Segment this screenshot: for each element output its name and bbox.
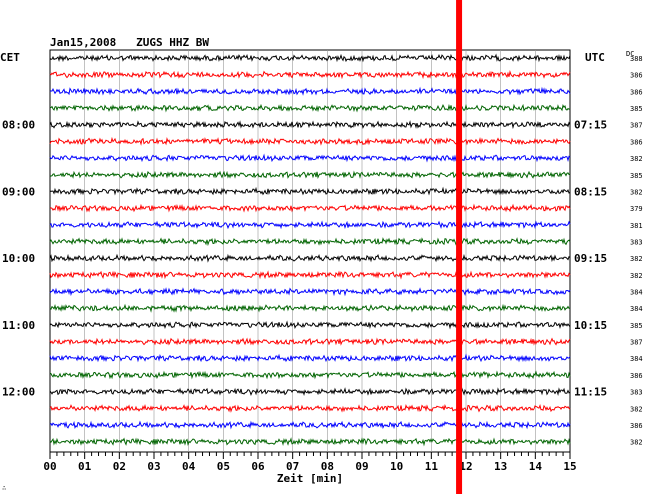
trace-row <box>49 437 571 447</box>
dc-value: 383 <box>630 238 643 246</box>
x-axis: 00 01 02 03 04 05 06 07 08 09 10 11 12 13 14 15 <box>43 452 577 473</box>
trace-row <box>49 170 571 179</box>
corner-mark: ∴ <box>2 484 6 492</box>
x-tick-label: 05 <box>217 460 230 473</box>
x-tick-label: 10 <box>390 460 403 473</box>
trace-row <box>49 86 571 96</box>
trace-row <box>49 320 571 330</box>
trace-row <box>49 337 571 346</box>
x-tick-label: 08 <box>321 460 334 473</box>
dc-value: 384 <box>630 305 643 313</box>
x-tick-label: 00 <box>43 460 56 473</box>
dc-value: 379 <box>630 205 643 213</box>
trace-row <box>49 237 571 247</box>
plot-frame <box>49 49 571 453</box>
dc-value: 382 <box>630 155 643 163</box>
labels: 08:00 09:00 10:00 11:00 12:00 07:15 08:15 09:15… <box>2 55 643 447</box>
dc-value: 384 <box>630 289 643 297</box>
dc-value: 383 <box>630 389 643 397</box>
left-time-label: 12:00 <box>2 386 35 399</box>
x-tick-label: 11 <box>425 460 439 473</box>
trace-row <box>49 153 571 163</box>
trace-row <box>49 403 571 413</box>
trace-row <box>49 103 571 113</box>
x-axis-label: Zeit [min] <box>277 472 343 485</box>
trace-row <box>49 270 571 280</box>
right-time-label: 09:15 <box>574 252 607 265</box>
dc-value: 388 <box>630 55 643 63</box>
trace-row <box>49 120 571 130</box>
dc-value: 382 <box>630 272 643 280</box>
dc-value: 381 <box>630 222 643 230</box>
chart-title: Jan15,2008 ZUGS HHZ BW <box>50 36 209 49</box>
dc-value: 386 <box>630 422 643 430</box>
dc-value: 387 <box>630 339 643 347</box>
dc-value: 386 <box>630 138 643 146</box>
x-tick-label: 06 <box>251 460 265 473</box>
left-time-label: 11:00 <box>2 319 35 332</box>
grid <box>49 49 571 453</box>
dc-value: 386 <box>630 88 643 96</box>
right-time-label: 10:15 <box>574 319 607 332</box>
trace-row <box>49 303 571 313</box>
trace-row <box>49 353 571 363</box>
dc-value: 386 <box>630 72 643 80</box>
trace-row <box>49 287 571 297</box>
dc-value: 385 <box>630 105 643 113</box>
dc-value: 384 <box>630 355 643 363</box>
x-tick-label: 09 <box>355 460 368 473</box>
right-time-label: 08:15 <box>574 185 607 198</box>
trace-row <box>49 203 571 213</box>
traces <box>49 53 571 447</box>
trace-row <box>49 253 571 263</box>
trace-row <box>49 186 571 196</box>
x-tick-label: 13 <box>494 460 507 473</box>
left-time-label: 10:00 <box>2 252 35 265</box>
dc-value: 382 <box>630 188 643 196</box>
x-tick-label: 03 <box>147 460 160 473</box>
left-time-label: 08:00 <box>2 119 35 132</box>
x-tick-label: 14 <box>529 460 543 473</box>
left-time-label: 09:00 <box>2 185 35 198</box>
dc-value: 382 <box>630 439 643 447</box>
dc-value: 385 <box>630 322 643 330</box>
x-tick-label: 02 <box>113 460 126 473</box>
trace-row <box>49 70 571 80</box>
trace-row <box>49 370 571 380</box>
x-tick-label: 07 <box>286 460 299 473</box>
right-timezone-label: UTC <box>585 51 605 64</box>
right-time-label: 11:15 <box>574 386 607 399</box>
x-tick-label: 04 <box>182 460 196 473</box>
x-tick-label: 01 <box>78 460 92 473</box>
trace-row <box>49 420 571 430</box>
trace-row <box>49 387 571 397</box>
x-tick-label: 12 <box>459 460 472 473</box>
right-time-label: 07:15 <box>574 119 607 132</box>
left-timezone-label: CET <box>0 51 20 64</box>
trace-row <box>49 136 571 146</box>
trace-row <box>49 220 571 230</box>
dc-value: 382 <box>630 405 643 413</box>
dc-value: 387 <box>630 122 643 130</box>
dc-value: 385 <box>630 172 643 180</box>
dc-header-label: DC <box>626 50 634 58</box>
dc-value: 382 <box>630 255 643 263</box>
x-tick-label: 15 <box>563 460 576 473</box>
trace-row <box>49 53 571 63</box>
dc-value: 386 <box>630 372 643 380</box>
